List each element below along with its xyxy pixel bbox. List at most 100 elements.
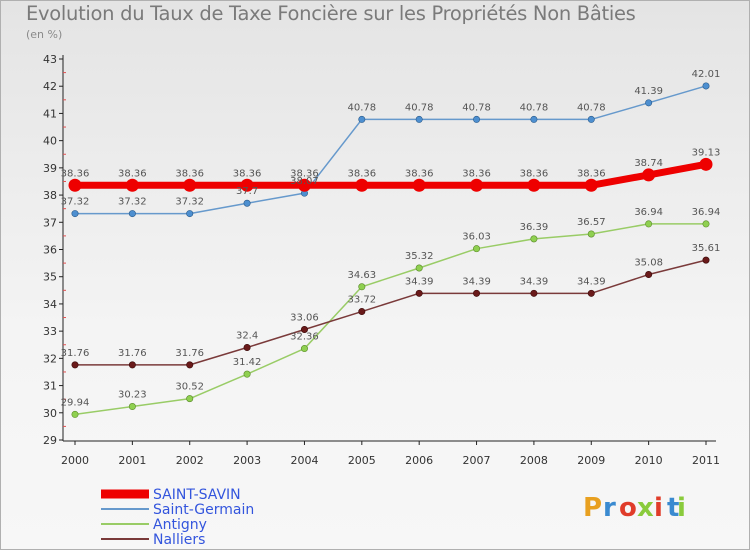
data-label: 40.78 bbox=[520, 102, 549, 113]
data-label: 35.32 bbox=[405, 251, 434, 262]
data-label: 31.76 bbox=[175, 348, 204, 359]
data-label: 40.78 bbox=[347, 102, 376, 113]
data-point bbox=[183, 178, 197, 192]
data-labels-layer: 38.36 38.36 38.36 38.36 38.36 38.36 38.36 38.36… bbox=[61, 69, 721, 408]
y-tick-label: 30 bbox=[43, 407, 57, 420]
x-tick-label: 2002 bbox=[176, 454, 204, 467]
data-label: 36.94 bbox=[692, 207, 721, 218]
data-label: 38.36 bbox=[175, 168, 204, 179]
logo-letter: P bbox=[583, 493, 602, 523]
data-label: 35.61 bbox=[692, 243, 721, 254]
data-label: 38.36 bbox=[520, 168, 549, 179]
chart-title: Evolution du Taux de Taxe Foncière sur l… bbox=[26, 2, 636, 25]
data-point bbox=[240, 178, 254, 192]
data-point bbox=[128, 210, 136, 218]
x-tick-label: 2007 bbox=[463, 454, 491, 467]
series-line-nalliers bbox=[74, 259, 707, 366]
x-tick-label: 2009 bbox=[577, 454, 605, 467]
legend-label: Nalliers bbox=[153, 532, 205, 548]
data-point bbox=[186, 361, 194, 369]
y-tick-label: 43 bbox=[43, 53, 57, 66]
data-point bbox=[355, 178, 369, 192]
x-tick-label: 2005 bbox=[348, 454, 376, 467]
data-label: 34.39 bbox=[520, 276, 549, 287]
data-label: 29.94 bbox=[61, 397, 90, 408]
chart-axes: 29 30 31 32 33 34 35 36 37 38 39 40 41 42 43 2000 2001 20… bbox=[43, 53, 720, 467]
data-label: 32.36 bbox=[290, 332, 319, 343]
data-point bbox=[415, 115, 423, 123]
legend-label: Saint-Germain bbox=[153, 502, 254, 518]
data-label: 38.36 bbox=[577, 168, 606, 179]
data-point bbox=[530, 235, 538, 243]
data-label: 38.36 bbox=[118, 168, 147, 179]
data-label: 31.76 bbox=[118, 348, 147, 359]
series-layer bbox=[68, 82, 713, 418]
data-label: 33.72 bbox=[347, 295, 376, 306]
data-point bbox=[243, 199, 251, 207]
data-label: 36.03 bbox=[462, 232, 491, 243]
y-tick-label: 36 bbox=[43, 244, 57, 257]
data-point bbox=[412, 178, 426, 192]
y-tick-label: 32 bbox=[43, 352, 57, 365]
data-point bbox=[128, 403, 136, 411]
data-point bbox=[300, 326, 308, 334]
data-point bbox=[530, 115, 538, 123]
y-tick-label: 35 bbox=[43, 271, 57, 284]
data-point bbox=[645, 271, 653, 279]
data-point bbox=[587, 289, 595, 297]
data-label: 36.39 bbox=[520, 222, 549, 233]
series-line-antigny bbox=[74, 223, 707, 416]
data-label: 38.36 bbox=[462, 168, 491, 179]
data-label: 37.32 bbox=[175, 197, 204, 208]
logo-letter: i bbox=[654, 493, 663, 523]
data-point bbox=[702, 256, 710, 264]
x-tick-label: 2011 bbox=[692, 454, 720, 467]
x-tick-label: 2008 bbox=[520, 454, 548, 467]
data-label: 38.36 bbox=[233, 168, 262, 179]
data-point bbox=[243, 343, 251, 351]
y-tick-label: 39 bbox=[43, 162, 57, 175]
y-tick-label: 40 bbox=[43, 135, 57, 148]
data-point bbox=[587, 115, 595, 123]
data-point bbox=[125, 178, 139, 192]
data-point bbox=[473, 245, 481, 253]
data-label: 30.52 bbox=[175, 382, 204, 393]
data-label: 31.42 bbox=[233, 357, 262, 368]
data-label: 32.4 bbox=[236, 330, 258, 341]
data-point bbox=[358, 308, 366, 316]
data-label: 34.39 bbox=[405, 276, 434, 287]
data-point bbox=[71, 210, 79, 218]
data-point bbox=[473, 115, 481, 123]
logo-letter: x bbox=[637, 493, 654, 523]
y-tick-label: 37 bbox=[43, 216, 57, 229]
data-point bbox=[297, 178, 311, 192]
data-point bbox=[415, 264, 423, 272]
x-tick-label: 2006 bbox=[405, 454, 433, 467]
data-label: 37.32 bbox=[61, 197, 90, 208]
data-point bbox=[68, 178, 82, 192]
data-label: 40.78 bbox=[405, 102, 434, 113]
legend-label: SAINT-SAVIN bbox=[153, 487, 241, 503]
data-label: 38.07 bbox=[290, 176, 319, 187]
data-point bbox=[642, 168, 656, 182]
data-label: 40.78 bbox=[462, 102, 491, 113]
data-label: 33.06 bbox=[290, 313, 319, 324]
data-point bbox=[300, 345, 308, 353]
data-point bbox=[358, 115, 366, 123]
data-point bbox=[645, 99, 653, 107]
data-label: 35.08 bbox=[634, 258, 663, 269]
data-point bbox=[186, 395, 194, 403]
data-label: 34.39 bbox=[577, 276, 606, 287]
x-tick-label: 2004 bbox=[290, 454, 318, 467]
data-label: 38.74 bbox=[634, 158, 663, 169]
data-label: 40.78 bbox=[577, 102, 606, 113]
data-point bbox=[470, 178, 484, 192]
data-point bbox=[527, 178, 541, 192]
data-point bbox=[358, 283, 366, 291]
data-point bbox=[702, 82, 710, 90]
series-line-saint-savin bbox=[71, 160, 710, 189]
data-label: 31.76 bbox=[61, 348, 90, 359]
chart-subtitle: (en %) bbox=[26, 28, 63, 41]
